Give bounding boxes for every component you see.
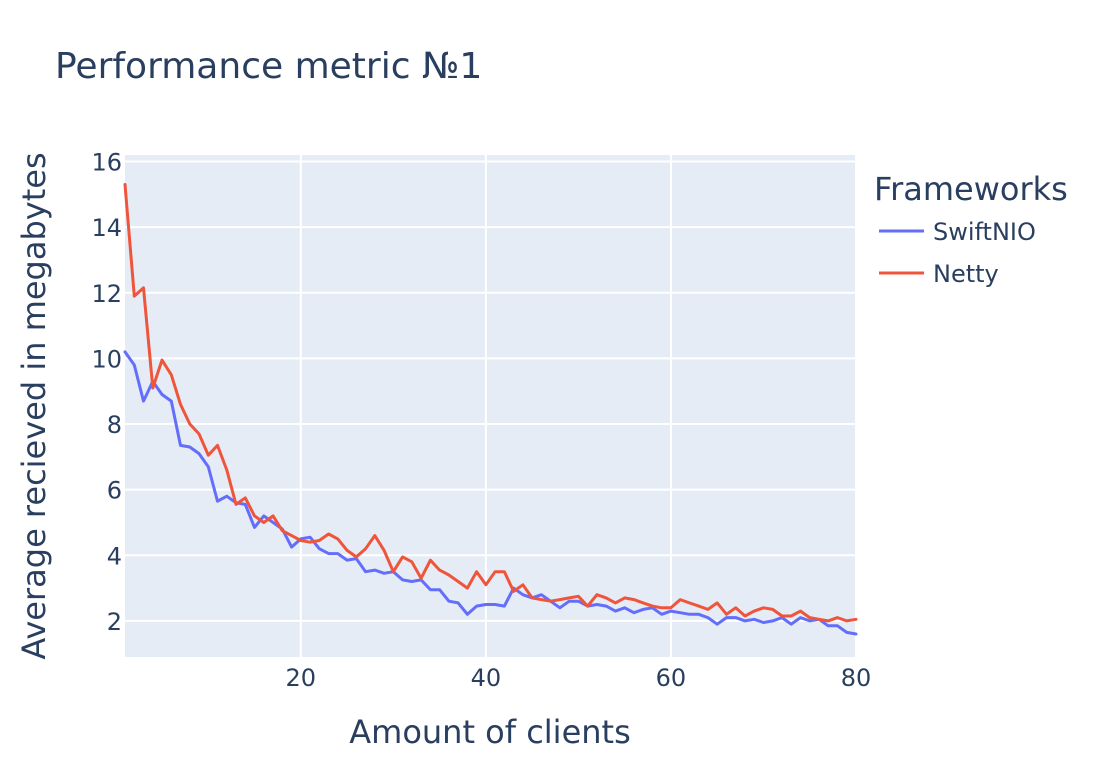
plot-area: [125, 155, 856, 657]
legend-label: SwiftNIO: [933, 218, 1036, 246]
y-tick-label: 4: [107, 542, 122, 570]
y-tick-label: 10: [91, 345, 122, 373]
series-lines: [123, 183, 858, 636]
x-tick-label: 60: [656, 664, 687, 692]
y-axis-title: Average recieved in megabytes: [15, 152, 53, 659]
axis-ticks: 20 40 60 80 2 4 6 8 10 12 14 16: [91, 149, 871, 692]
y-tick-label: 12: [91, 280, 122, 308]
y-tick-label: 2: [107, 608, 122, 636]
y-tick-label: 6: [107, 477, 122, 505]
x-tick-label: 20: [286, 664, 317, 692]
legend[interactable]: Frameworks SwiftNIO Netty: [874, 170, 1068, 288]
gridlines: [125, 155, 857, 657]
legend-label: Netty: [933, 260, 999, 288]
series-line-netty: [123, 183, 858, 623]
legend-title: Frameworks: [874, 170, 1068, 208]
y-tick-label: 14: [91, 214, 122, 242]
series-line-swiftnio: [123, 350, 858, 636]
y-tick-label: 8: [107, 411, 122, 439]
x-axis-title: Amount of clients: [349, 713, 631, 751]
legend-item-netty[interactable]: Netty: [879, 260, 999, 288]
legend-item-swiftnio[interactable]: SwiftNIO: [879, 218, 1036, 246]
chart-title: Performance metric №1: [55, 46, 482, 87]
x-tick-label: 80: [841, 664, 872, 692]
y-tick-label: 16: [91, 149, 122, 177]
x-tick-label: 40: [471, 664, 502, 692]
